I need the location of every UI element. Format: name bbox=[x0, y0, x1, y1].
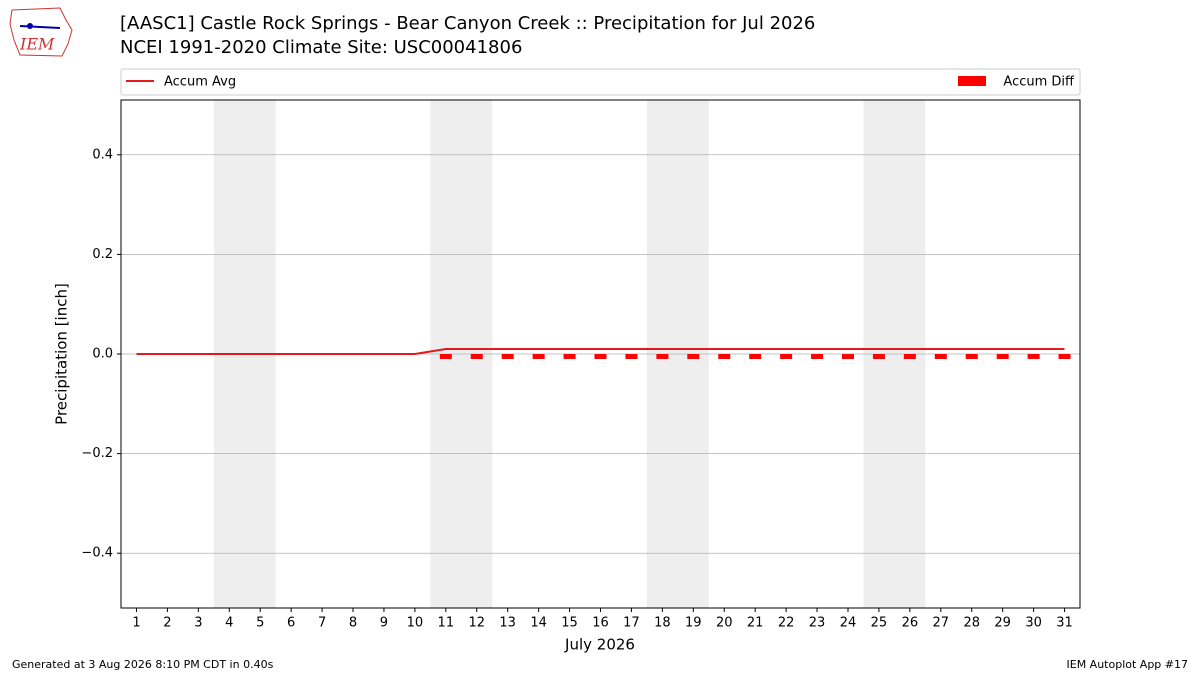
bar bbox=[532, 354, 545, 359]
x-tick-label: 10 bbox=[407, 616, 424, 631]
x-tick-label: 16 bbox=[592, 616, 609, 631]
x-tick-label: 1 bbox=[132, 616, 140, 631]
bar bbox=[811, 354, 824, 359]
x-tick-label: 31 bbox=[1056, 616, 1073, 631]
y-tick-label: 0.2 bbox=[92, 247, 113, 262]
x-tick-label: 30 bbox=[1025, 616, 1042, 631]
bar bbox=[625, 354, 638, 359]
bar bbox=[687, 354, 700, 359]
x-tick-label: 4 bbox=[225, 616, 233, 631]
bar bbox=[749, 354, 762, 359]
x-tick-label: 2 bbox=[163, 616, 171, 631]
bar bbox=[1058, 354, 1071, 359]
bar bbox=[563, 354, 576, 359]
x-tick-label: 5 bbox=[256, 616, 264, 631]
y-tick-label: −0.2 bbox=[81, 446, 113, 461]
logo-line bbox=[19, 25, 61, 29]
logo: IEM bbox=[9, 7, 73, 57]
x-tick-label: 25 bbox=[871, 616, 888, 631]
y-tick-label: 0.0 bbox=[92, 347, 113, 362]
bar bbox=[780, 354, 793, 359]
x-tick-label: 18 bbox=[654, 616, 671, 631]
legend-box bbox=[120, 68, 1081, 96]
x-tick-label: 9 bbox=[380, 616, 388, 631]
x-tick-label: 3 bbox=[194, 616, 202, 631]
bar bbox=[903, 354, 916, 359]
bar bbox=[965, 354, 978, 359]
x-tick-label: 7 bbox=[318, 616, 326, 631]
x-tick-label: 19 bbox=[685, 616, 702, 631]
chart-title: [AASC1] Castle Rock Springs - Bear Canyo… bbox=[120, 13, 815, 34]
legend-label: Accum Avg bbox=[164, 75, 236, 90]
legend-swatch bbox=[958, 76, 986, 86]
logo-dot bbox=[27, 23, 33, 29]
y-tick-label: −0.4 bbox=[81, 546, 113, 561]
y-axis-label: Precipitation [inch] bbox=[53, 283, 71, 425]
line bbox=[136, 348, 1065, 355]
x-tick-label: 27 bbox=[933, 616, 950, 631]
x-axis-label: July 2026 bbox=[564, 636, 635, 654]
x-tick-label: 14 bbox=[530, 616, 547, 631]
x-tick-label: 15 bbox=[561, 616, 578, 631]
x-tick-label: 24 bbox=[840, 616, 857, 631]
bar bbox=[470, 354, 483, 359]
bar bbox=[439, 354, 452, 359]
x-tick-label: 13 bbox=[499, 616, 516, 631]
logo-text: IEM bbox=[19, 35, 55, 54]
x-tick-label: 6 bbox=[287, 616, 295, 631]
x-tick-label: 26 bbox=[902, 616, 919, 631]
plot-frame bbox=[120, 99, 1081, 609]
bar bbox=[1027, 354, 1040, 359]
bar bbox=[656, 354, 669, 359]
bar bbox=[996, 354, 1009, 359]
footer-left: Generated at 3 Aug 2026 8:10 PM CDT in 0… bbox=[12, 658, 274, 671]
x-tick-label: 17 bbox=[623, 616, 640, 631]
y-tick-label: 0.4 bbox=[92, 147, 113, 162]
x-tick-label: 11 bbox=[438, 616, 455, 631]
x-tick-label: 8 bbox=[349, 616, 357, 631]
bar bbox=[718, 354, 731, 359]
bar bbox=[872, 354, 885, 359]
bar bbox=[841, 354, 854, 359]
x-tick-label: 29 bbox=[994, 616, 1011, 631]
legend-label: Accum Diff bbox=[1003, 75, 1075, 90]
bar bbox=[934, 354, 947, 359]
x-tick-label: 22 bbox=[778, 616, 795, 631]
bar bbox=[594, 354, 607, 359]
x-tick-label: 20 bbox=[716, 616, 733, 631]
x-tick-label: 12 bbox=[468, 616, 485, 631]
x-tick-label: 28 bbox=[963, 616, 980, 631]
x-tick-label: 21 bbox=[747, 616, 764, 631]
logo-outline bbox=[9, 7, 73, 57]
bar bbox=[501, 354, 514, 359]
chart-subtitle: NCEI 1991-2020 Climate Site: USC00041806 bbox=[120, 37, 522, 58]
footer-right: IEM Autoplot App #17 bbox=[1067, 658, 1189, 671]
x-tick-label: 23 bbox=[809, 616, 826, 631]
